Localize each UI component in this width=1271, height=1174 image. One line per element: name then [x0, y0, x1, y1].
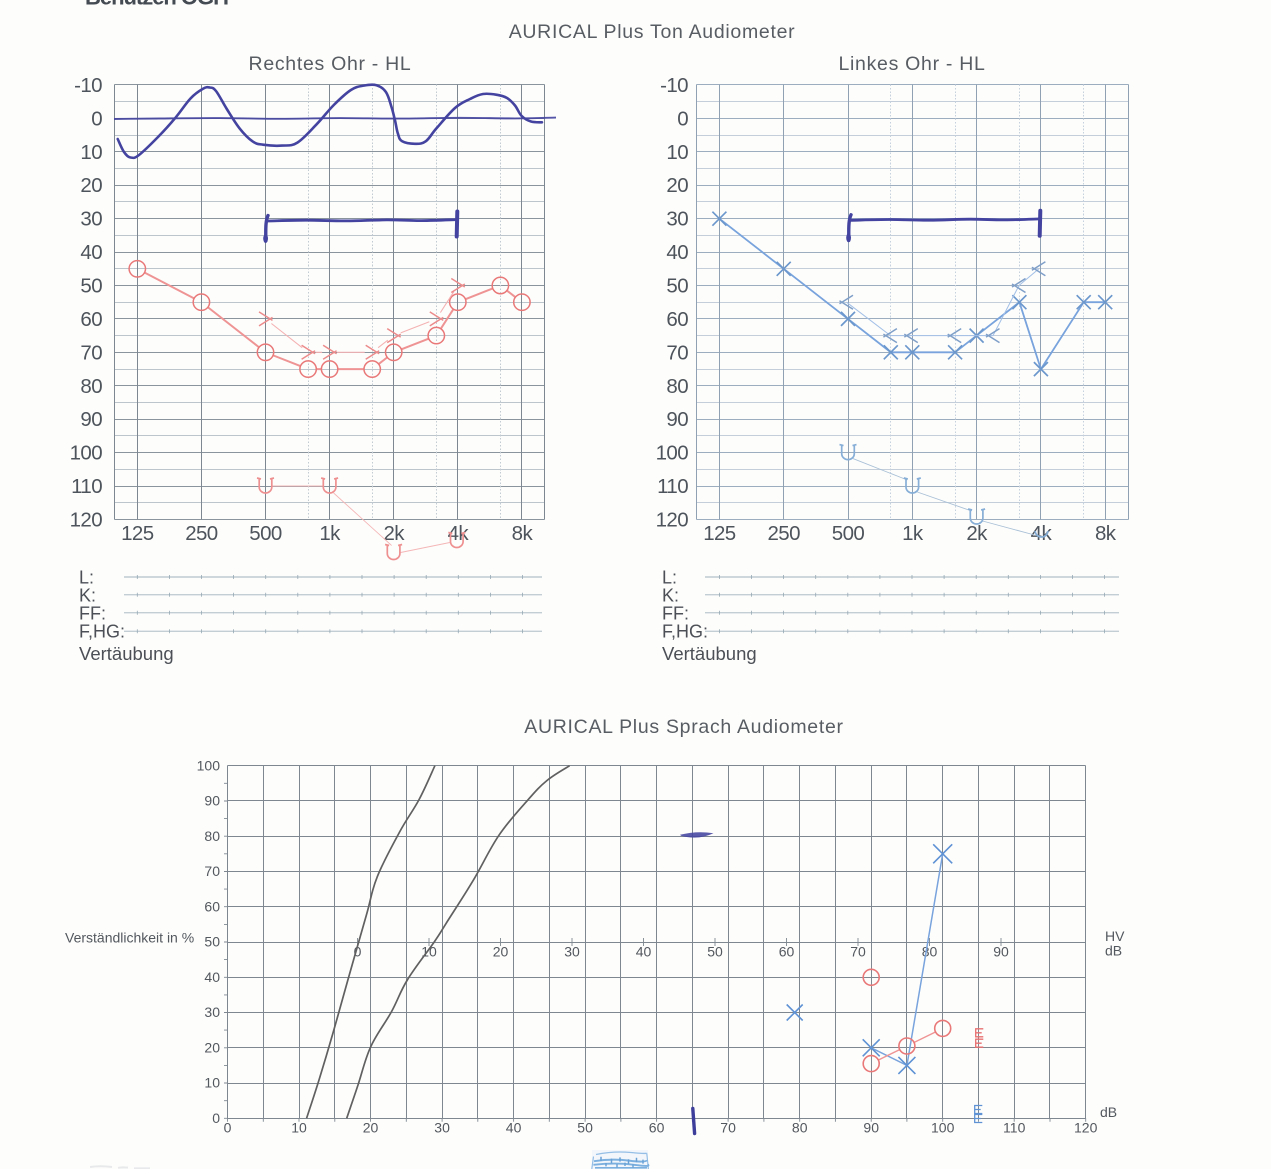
svg-text:4k: 4k: [448, 522, 470, 545]
svg-text:90: 90: [80, 408, 102, 431]
svg-text:0: 0: [677, 107, 688, 130]
svg-text:60: 60: [666, 308, 688, 331]
svg-text:0: 0: [224, 1120, 232, 1136]
svg-text:20: 20: [80, 174, 102, 197]
svg-text:K:: K:: [79, 585, 96, 605]
svg-text:1k: 1k: [902, 522, 924, 545]
svg-text:110: 110: [71, 475, 102, 498]
svg-text:8k: 8k: [512, 522, 534, 545]
svg-text:Vertäubung: Vertäubung: [662, 643, 757, 664]
svg-text:125: 125: [121, 522, 154, 545]
svg-text:110: 110: [1003, 1120, 1026, 1136]
svg-text:10: 10: [80, 141, 102, 164]
svg-text:40: 40: [666, 241, 688, 264]
svg-text:50: 50: [707, 944, 723, 960]
svg-text:40: 40: [506, 1120, 522, 1136]
svg-text:0: 0: [91, 107, 102, 130]
svg-text:K:: K:: [662, 585, 679, 605]
svg-text:4k: 4k: [1031, 522, 1053, 545]
svg-text:100: 100: [931, 1120, 955, 1136]
svg-text:50: 50: [577, 1120, 593, 1136]
svg-text:0: 0: [354, 944, 362, 960]
svg-text:20: 20: [363, 1120, 379, 1136]
svg-text:30: 30: [666, 208, 688, 231]
svg-text:120: 120: [1074, 1120, 1098, 1136]
svg-text:30: 30: [204, 1004, 220, 1020]
svg-text:Vertäubung: Vertäubung: [79, 643, 174, 664]
svg-text:Verständlichkeit in %: Verständlichkeit in %: [65, 930, 194, 946]
svg-text:10: 10: [291, 1120, 307, 1136]
svg-text:Rechtes Ohr - HL: Rechtes Ohr - HL: [249, 53, 412, 75]
svg-text:80: 80: [792, 1120, 808, 1136]
svg-text:500: 500: [832, 522, 865, 545]
svg-text:40: 40: [204, 969, 220, 985]
svg-text:30: 30: [564, 944, 580, 960]
svg-text:60: 60: [204, 898, 220, 914]
svg-text:dB: dB: [1100, 1104, 1117, 1120]
svg-text:HV: HV: [1105, 928, 1125, 944]
svg-text:2k: 2k: [383, 522, 405, 545]
svg-text:80: 80: [80, 375, 102, 398]
svg-text:80: 80: [204, 828, 220, 844]
svg-text:Benutzen OGH: Benutzen OGH: [85, 0, 230, 10]
svg-text:10: 10: [204, 1075, 220, 1091]
svg-text:AURICAL Plus Sprach Audiometer: AURICAL Plus Sprach Audiometer: [524, 716, 843, 738]
svg-text:250: 250: [767, 522, 800, 545]
svg-text:90: 90: [204, 793, 220, 809]
svg-text:1k: 1k: [319, 522, 341, 545]
svg-text:F,HG:: F,HG:: [662, 622, 708, 642]
svg-text:50: 50: [666, 275, 688, 298]
svg-text:dB: dB: [1105, 943, 1122, 959]
svg-text:125: 125: [703, 522, 736, 545]
svg-text:50: 50: [204, 934, 220, 950]
svg-text:FF:: FF:: [79, 603, 106, 623]
svg-text:100: 100: [656, 442, 689, 465]
svg-text:60: 60: [649, 1120, 665, 1136]
svg-text:90: 90: [863, 1120, 879, 1136]
svg-text:L:: L:: [79, 568, 94, 588]
svg-text:90: 90: [993, 944, 1009, 960]
svg-text:70: 70: [80, 341, 102, 364]
svg-text:100: 100: [70, 442, 103, 465]
svg-text:80: 80: [666, 375, 688, 398]
svg-text:90: 90: [666, 408, 688, 431]
svg-text:250: 250: [185, 522, 218, 545]
svg-text:70: 70: [666, 341, 688, 364]
svg-text:120: 120: [70, 508, 103, 531]
svg-text:AURICAL Plus Ton Audiometer: AURICAL Plus Ton Audiometer: [509, 21, 796, 43]
svg-text:L:: L:: [662, 568, 677, 588]
svg-text:30: 30: [434, 1120, 450, 1136]
svg-text:70: 70: [204, 863, 220, 879]
svg-text:8k: 8k: [1095, 522, 1117, 545]
svg-text:10: 10: [666, 141, 688, 164]
svg-text:70: 70: [850, 944, 866, 960]
svg-text:30: 30: [80, 208, 102, 231]
svg-text:110: 110: [657, 475, 688, 498]
svg-text:Linkes Ohr - HL: Linkes Ohr - HL: [838, 53, 985, 75]
svg-text:20: 20: [204, 1040, 220, 1056]
svg-text:70: 70: [720, 1120, 736, 1136]
svg-text:40: 40: [80, 241, 102, 264]
svg-text:60: 60: [779, 944, 795, 960]
svg-text:0: 0: [212, 1110, 220, 1126]
svg-text:50: 50: [80, 275, 102, 298]
svg-text:FF:: FF:: [662, 603, 689, 623]
svg-text:-10: -10: [74, 74, 102, 97]
svg-text:120: 120: [656, 508, 689, 531]
svg-text:20: 20: [493, 944, 509, 960]
svg-text:20: 20: [666, 174, 688, 197]
svg-text:2k: 2k: [966, 522, 988, 545]
svg-text:100: 100: [197, 757, 221, 773]
svg-text:60: 60: [80, 308, 102, 331]
svg-text:500: 500: [249, 522, 282, 545]
svg-text:-10: -10: [660, 74, 688, 97]
svg-text:F,HG:: F,HG:: [79, 622, 125, 642]
svg-text:40: 40: [636, 944, 652, 960]
